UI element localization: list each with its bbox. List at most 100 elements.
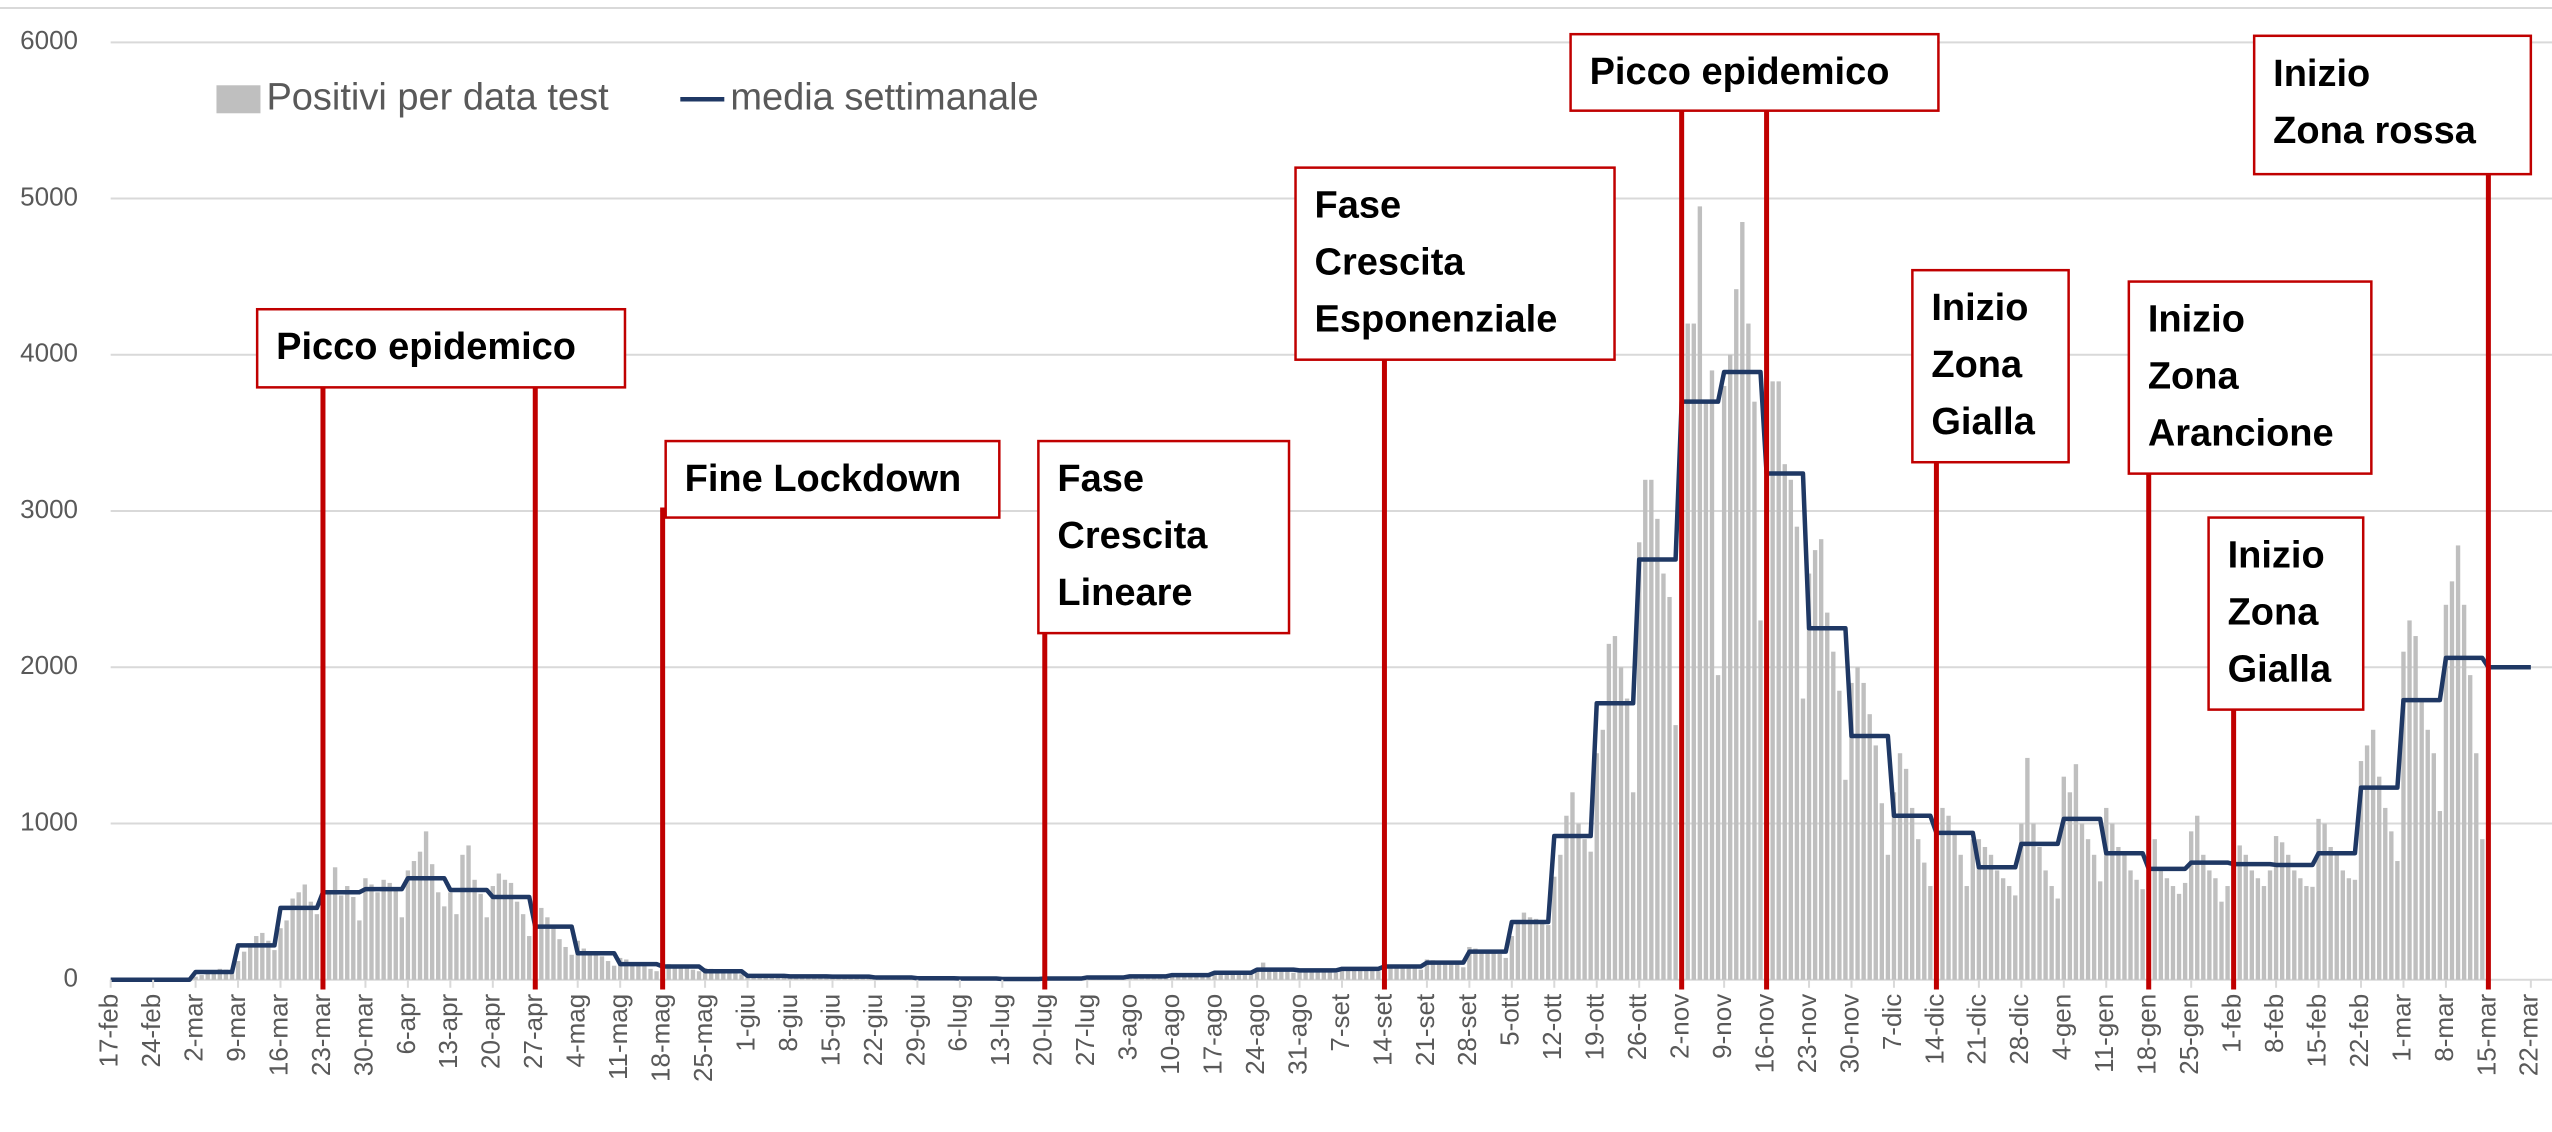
annotation-box bbox=[1911, 268, 2070, 464]
annotation-text: Crescita bbox=[1315, 242, 1466, 284]
bar bbox=[624, 959, 629, 980]
annotation-text: Gialla bbox=[1931, 401, 2035, 443]
bar bbox=[527, 936, 532, 980]
bar bbox=[1424, 959, 1430, 980]
y-tick-label: 0 bbox=[64, 963, 78, 993]
x-tick-label: 3-ago bbox=[1113, 994, 1143, 1060]
bar bbox=[1461, 967, 1466, 980]
bar bbox=[448, 892, 453, 980]
x-tick-label: 22-feb bbox=[2344, 994, 2374, 1068]
bar bbox=[1412, 967, 1417, 980]
bar bbox=[1818, 539, 1824, 980]
x-tick-label: 14-set bbox=[1367, 993, 1397, 1066]
bar bbox=[2334, 854, 2339, 980]
bar bbox=[405, 870, 411, 980]
bar bbox=[484, 917, 489, 980]
y-tick-label: 1000 bbox=[20, 806, 78, 836]
bar bbox=[824, 977, 829, 980]
bar bbox=[727, 971, 732, 980]
bar bbox=[1946, 815, 1951, 980]
bar bbox=[472, 879, 477, 980]
bar bbox=[1273, 969, 1278, 980]
bar bbox=[345, 886, 350, 980]
bar bbox=[496, 873, 502, 980]
x-tick-label: 22-giu bbox=[858, 994, 888, 1066]
bar bbox=[229, 970, 235, 980]
bar bbox=[2104, 807, 2109, 980]
x-tick-label: 6-apr bbox=[391, 993, 421, 1054]
bar bbox=[1188, 975, 1193, 980]
x-tick-label: 8-mar bbox=[2429, 993, 2459, 1061]
bar bbox=[1885, 854, 1891, 980]
bar bbox=[1479, 950, 1484, 980]
bar bbox=[1448, 963, 1454, 980]
bar bbox=[1800, 698, 1806, 980]
bar bbox=[2207, 870, 2212, 980]
bar bbox=[2480, 839, 2485, 980]
bar bbox=[2116, 846, 2121, 980]
x-tick-label: 2-nov bbox=[1665, 994, 1695, 1059]
bar bbox=[557, 939, 562, 980]
bar bbox=[2195, 815, 2200, 980]
bar bbox=[290, 898, 295, 980]
x-tick-label: 28-dic bbox=[2004, 994, 2034, 1065]
x-tick-label: 11-mag bbox=[603, 994, 633, 1080]
annotation-box bbox=[1037, 439, 1291, 635]
annotation-text: Picco epidemico bbox=[1590, 51, 1890, 93]
bar bbox=[436, 892, 441, 980]
bar bbox=[1418, 969, 1424, 980]
bar bbox=[2431, 753, 2436, 980]
bar bbox=[1224, 972, 1229, 980]
bar bbox=[466, 845, 471, 980]
bar bbox=[2474, 753, 2479, 980]
bar bbox=[648, 968, 653, 980]
bar bbox=[1794, 526, 1800, 980]
bar bbox=[715, 970, 720, 980]
bar bbox=[2122, 854, 2127, 980]
bar bbox=[1594, 753, 1599, 980]
x-tick-label: 16-mar bbox=[263, 993, 293, 1076]
bar bbox=[2286, 854, 2291, 980]
bar bbox=[1715, 675, 1721, 980]
annotation-text: Inizio bbox=[2273, 53, 2370, 95]
bar bbox=[241, 951, 247, 980]
bar bbox=[575, 940, 580, 980]
bar bbox=[678, 966, 684, 980]
annotation-text: Zona rossa bbox=[2273, 110, 2477, 152]
bar bbox=[1218, 971, 1223, 980]
bar bbox=[266, 940, 271, 980]
x-tick-label: 20-apr bbox=[476, 993, 506, 1068]
bar bbox=[1485, 951, 1490, 980]
x-tick-label: 26-ott bbox=[1622, 993, 1652, 1060]
bar bbox=[363, 878, 368, 980]
bar bbox=[2346, 878, 2352, 980]
x-tick-label: 13-apr bbox=[433, 993, 463, 1068]
bar bbox=[2449, 581, 2455, 980]
y-tick-label: 5000 bbox=[20, 181, 78, 211]
bar bbox=[1248, 974, 1254, 980]
x-tick-label: 7-dic bbox=[1877, 994, 1907, 1050]
x-tick-label: 24-ago bbox=[1240, 994, 1270, 1075]
annotation-text: Esponenziale bbox=[1315, 299, 1558, 341]
x-tick-label: 20-lug bbox=[1028, 994, 1058, 1066]
bar bbox=[1570, 792, 1575, 980]
bar bbox=[235, 961, 241, 980]
bar bbox=[1539, 923, 1545, 980]
bar bbox=[2249, 870, 2255, 980]
bar bbox=[1758, 620, 1763, 980]
x-tick-label: 24-feb bbox=[136, 994, 166, 1068]
bar bbox=[1588, 851, 1593, 980]
bar bbox=[1697, 206, 1703, 980]
bar bbox=[2377, 776, 2382, 980]
x-tick-label: 13-lug bbox=[985, 994, 1015, 1066]
bar bbox=[696, 971, 702, 980]
bar bbox=[1782, 464, 1787, 980]
bar bbox=[399, 917, 405, 980]
bar bbox=[423, 831, 429, 980]
bar bbox=[654, 971, 659, 980]
bar bbox=[1685, 323, 1690, 980]
bar bbox=[1988, 854, 1994, 980]
bar bbox=[1916, 839, 1921, 980]
bar bbox=[672, 964, 677, 980]
bar bbox=[2049, 886, 2054, 980]
